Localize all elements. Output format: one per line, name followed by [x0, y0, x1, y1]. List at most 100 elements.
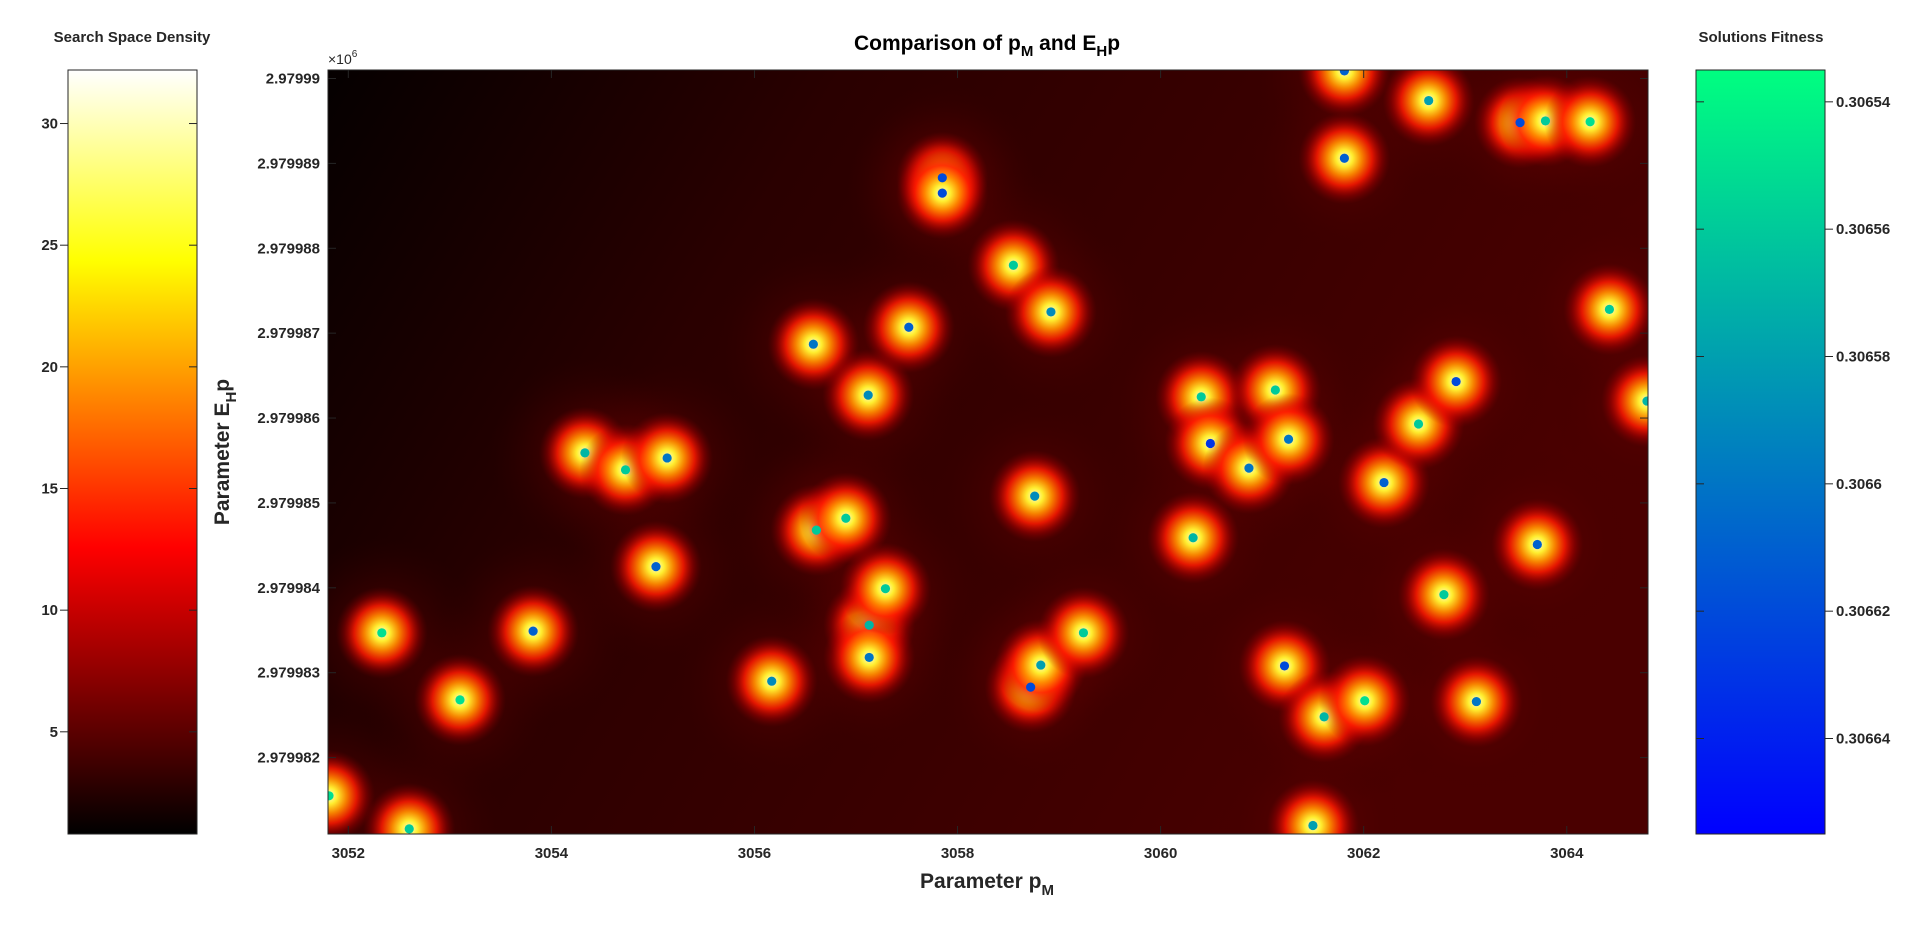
plot-area	[328, 70, 1648, 834]
solution-point	[1046, 307, 1056, 317]
solution-point	[1244, 463, 1254, 473]
solution-point	[1036, 660, 1046, 670]
solution-points	[328, 70, 1648, 834]
y-exponent-label: ×106	[328, 49, 358, 67]
solution-point	[1078, 628, 1089, 638]
solution-point	[1642, 396, 1648, 406]
solution-point	[863, 390, 873, 400]
solution-point	[904, 322, 914, 332]
solution-point	[1471, 696, 1481, 707]
y-tick-label: 2.97999	[266, 70, 320, 87]
solution-point	[328, 791, 334, 801]
density-hotspot	[1266, 779, 1359, 834]
y-tick-label: 2.979988	[257, 240, 320, 257]
fitness-colorbar	[1695, 69, 1826, 835]
density-colorbar-ticks: 5 10 15 20 25 30	[41, 116, 197, 741]
solution-point	[767, 676, 777, 686]
fitness-tick-label: 0.30654	[1836, 94, 1891, 111]
y-tick-label: 2.979985	[257, 495, 320, 512]
solution-point	[528, 626, 538, 636]
density-tick-label: 20	[41, 359, 58, 376]
solution-point	[841, 513, 851, 523]
solution-point	[1532, 539, 1542, 550]
x-tick-label: 3062	[1347, 845, 1380, 862]
solution-point	[455, 695, 465, 705]
density-tick-label: 10	[41, 602, 58, 619]
fitness-colorbar-ticks: 0.30654 0.30656 0.30658 0.3066 0.30662 0.3066…	[1696, 94, 1891, 748]
solution-point	[880, 584, 891, 594]
density-tick-label: 5	[50, 724, 58, 741]
solution-point	[1026, 682, 1036, 692]
fitness-colorbar-title: Solutions Fitness	[1698, 29, 1823, 46]
x-tick-label: 3064	[1550, 845, 1584, 862]
solution-point	[1270, 385, 1280, 395]
fitness-tick-label: 0.30664	[1836, 731, 1891, 748]
density-halo	[1552, 306, 1648, 497]
fitness-tick-label: 0.30658	[1836, 349, 1890, 366]
chart-title: Comparison of pM and EHp	[854, 32, 1120, 60]
solution-point	[864, 620, 874, 630]
solution-point	[1379, 477, 1389, 488]
solution-point	[1030, 491, 1040, 501]
solution-point	[1515, 118, 1525, 128]
density-tick-label: 25	[41, 237, 58, 254]
y-tick-label: 2.979984	[257, 580, 320, 597]
solution-point	[620, 465, 631, 475]
solution-point	[1205, 438, 1215, 449]
plot-frame	[327, 69, 1649, 835]
solution-point	[1413, 419, 1424, 429]
y-tick-label: 2.979989	[257, 155, 320, 172]
density-colorbar-title: Search Space Density	[54, 29, 211, 46]
x-tick-label: 3060	[1144, 845, 1177, 862]
solution-point	[580, 448, 590, 458]
x-tick-label: 3056	[738, 845, 771, 862]
density-hotspot	[328, 749, 376, 834]
solution-point	[1188, 533, 1198, 543]
solution-point	[937, 173, 947, 183]
solution-point	[1279, 661, 1290, 671]
solution-point	[1008, 260, 1018, 270]
solution-point	[864, 652, 874, 663]
x-tick-label: 3054	[535, 845, 569, 862]
solution-point	[937, 188, 947, 198]
density-colorbar	[67, 69, 198, 835]
fitness-tick-label: 0.3066	[1836, 476, 1882, 493]
solution-point	[662, 453, 672, 463]
solution-point	[1540, 116, 1551, 126]
solution-point	[1283, 434, 1294, 444]
solution-point	[1604, 304, 1615, 314]
solution-point	[811, 525, 822, 535]
solution-point	[1424, 95, 1434, 106]
x-axis-ticks: 3052 3054 3056 3058 3060 3062 3064	[332, 70, 1584, 862]
solution-point	[404, 824, 414, 834]
fitness-tick-label: 0.30662	[1836, 603, 1890, 620]
x-axis-label: Parameter pM	[920, 870, 1054, 899]
solution-point	[651, 562, 661, 572]
y-axis-ticks: 2.979982 2.979983 2.979984 2.979985 2.979986…	[257, 70, 1648, 767]
solution-point	[1196, 392, 1206, 402]
density-tick-label: 30	[41, 116, 58, 133]
solution-point	[1451, 376, 1461, 387]
solution-point	[1339, 70, 1349, 76]
density-hotspot	[363, 782, 456, 834]
solution-point	[1585, 117, 1595, 127]
y-tick-label: 2.979983	[257, 665, 320, 682]
solution-point	[1360, 696, 1370, 706]
density-hotspots	[328, 70, 1648, 834]
solution-point	[1339, 153, 1349, 163]
fitness-tick-label: 0.30656	[1836, 221, 1890, 238]
density-tick-label: 15	[41, 480, 58, 497]
density-hotspot	[1600, 355, 1648, 448]
y-axis-label: Parameter EHp	[211, 379, 240, 525]
solution-point	[377, 628, 387, 638]
y-tick-label: 2.979987	[257, 325, 320, 342]
density-hotspot	[1298, 70, 1391, 117]
solution-point	[1439, 590, 1449, 600]
y-tick-label: 2.979986	[257, 410, 320, 427]
y-tick-label: 2.979982	[257, 750, 320, 767]
solution-point	[1308, 820, 1318, 831]
x-tick-label: 3052	[332, 845, 365, 862]
density-hotspot	[1382, 70, 1475, 147]
solution-point	[1319, 712, 1329, 722]
